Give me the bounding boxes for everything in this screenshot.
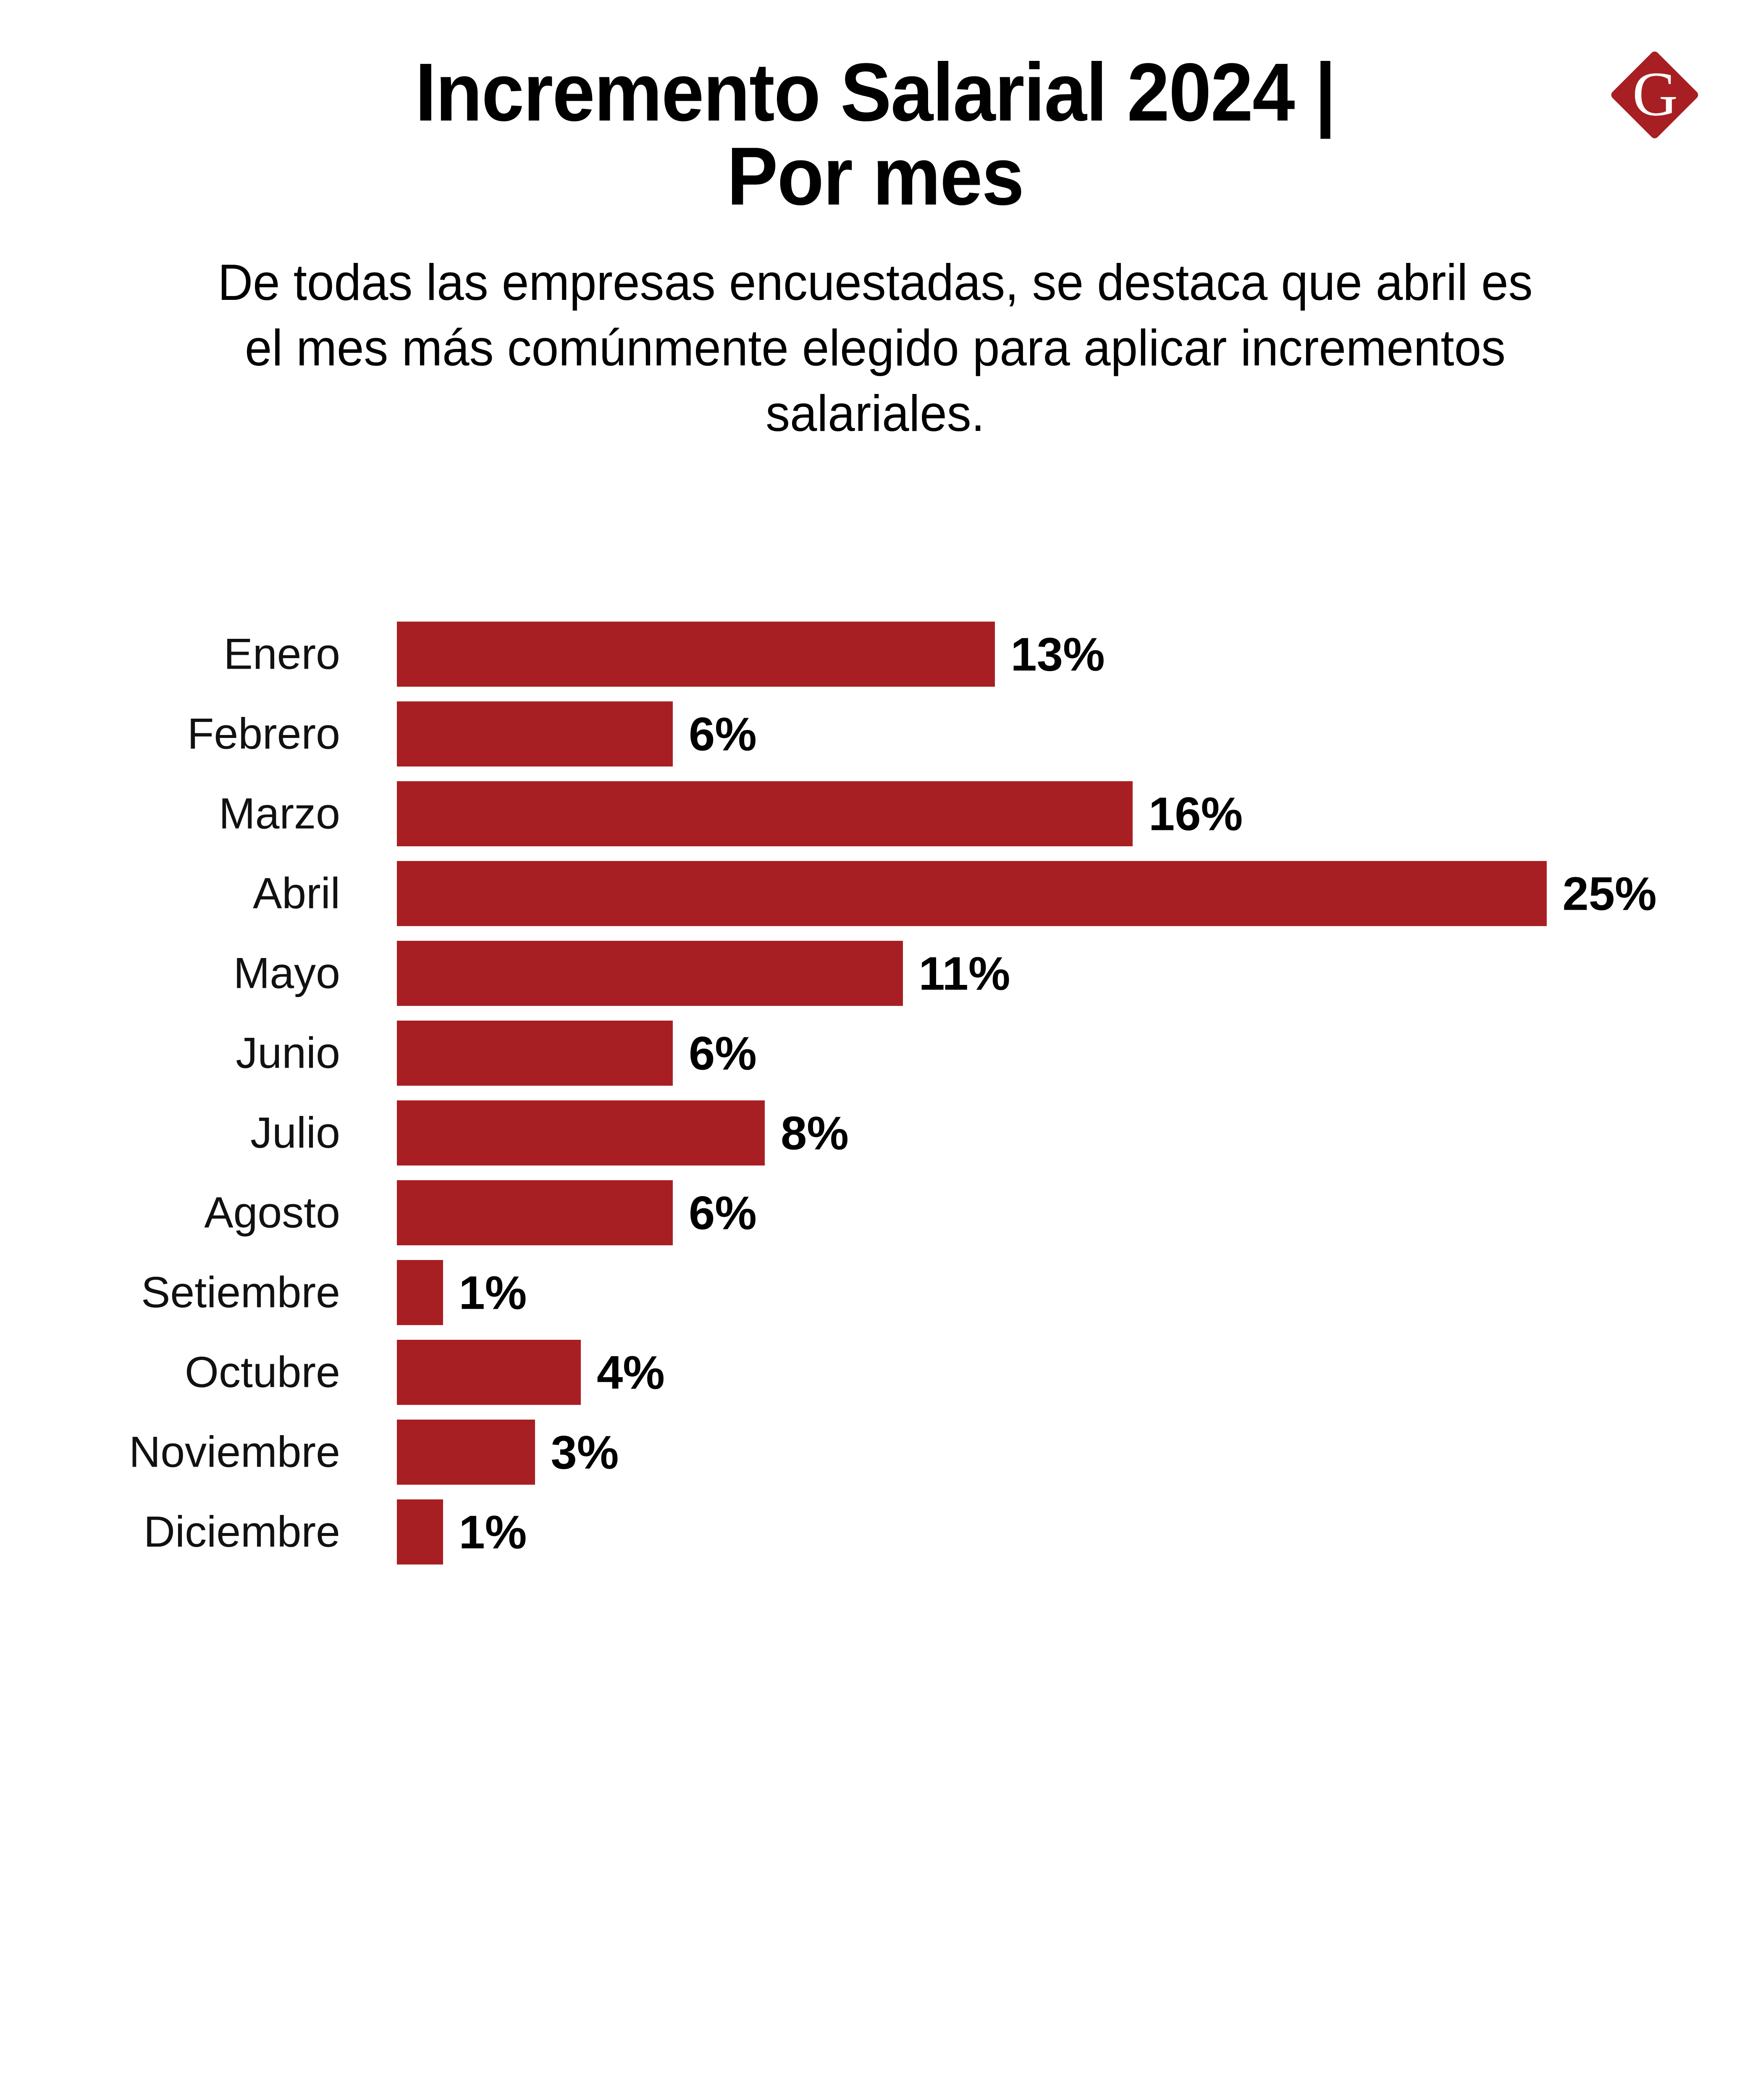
bar-track: 13%	[397, 622, 1105, 687]
bar-track: 8%	[397, 1100, 849, 1166]
bar-chart: Enero 13% Febrero 6% Marzo 16% Abril 25% Mayo 11%…	[0, 622, 1750, 2092]
page-title: Incremento Salarial 2024 | Por mes	[180, 50, 1570, 218]
bar-row: Agosto 6%	[0, 1180, 1750, 1245]
bar-row: Mayo 11%	[0, 941, 1750, 1006]
bar-category-label: Abril	[252, 869, 340, 918]
bar-row: Setiembre 1%	[0, 1260, 1750, 1325]
bar-row: Febrero 6%	[0, 701, 1750, 766]
bar-fill	[397, 1021, 673, 1086]
title-block: Incremento Salarial 2024 | Por mes De to…	[128, 50, 1623, 446]
bar-category-label: Agosto	[204, 1188, 340, 1237]
chart-subtitle: De todas las empresas encuestadas, se de…	[217, 253, 1533, 442]
bar-track: 6%	[397, 1180, 757, 1245]
bar-category-label: Junio	[236, 1029, 340, 1077]
bar-row: Marzo 16%	[0, 781, 1750, 846]
bar-row: Abril 25%	[0, 861, 1750, 926]
bar-fill	[397, 1499, 443, 1564]
bar-track: 16%	[397, 781, 1243, 846]
bar-row: Enero 13%	[0, 622, 1750, 687]
bar-category-label: Noviembre	[129, 1428, 340, 1476]
bar-category-label: Mayo	[233, 949, 340, 998]
bar-fill	[397, 1340, 581, 1405]
bar-fill	[397, 861, 1547, 926]
bar-track: 11%	[397, 941, 1010, 1006]
bar-fill	[397, 781, 1133, 846]
bar-value-label: 13%	[1010, 628, 1105, 680]
bar-row: Junio 6%	[0, 1021, 1750, 1086]
bar-row: Octubre 4%	[0, 1340, 1750, 1405]
bar-value-label: 1%	[459, 1266, 527, 1319]
bar-fill	[397, 1260, 443, 1325]
bar-track: 1%	[397, 1499, 527, 1564]
bar-category-label: Octubre	[185, 1348, 340, 1396]
bar-value-label: 6%	[689, 708, 757, 760]
bar-fill	[397, 622, 995, 687]
bar-row: Julio 8%	[0, 1100, 1750, 1166]
bar-category-label: Julio	[250, 1108, 340, 1157]
bar-track: 25%	[397, 861, 1657, 926]
chart-header: Incremento Salarial 2024 | Por mes De to…	[0, 0, 1750, 446]
bar-row: Noviembre 3%	[0, 1420, 1750, 1485]
bar-fill	[397, 1100, 765, 1166]
bar-fill	[397, 701, 673, 766]
bar-track: 3%	[397, 1420, 619, 1485]
bar-value-label: 6%	[689, 1027, 757, 1079]
bar-value-label: 16%	[1149, 788, 1243, 840]
bar-category-label: Diciembre	[143, 1507, 340, 1556]
page-title-line-1: Incremento Salarial 2024 |	[415, 46, 1336, 138]
bar-track: 4%	[397, 1340, 665, 1405]
logo-letter: G	[1632, 59, 1678, 129]
bar-category-label: Marzo	[219, 789, 340, 838]
bar-value-label: 3%	[551, 1426, 619, 1478]
bar-value-label: 25%	[1562, 867, 1657, 920]
bar-value-label: 8%	[781, 1107, 849, 1159]
gestion-logo-icon: G	[1609, 50, 1700, 140]
bar-row: Diciembre 1%	[0, 1499, 1750, 1564]
page-title-line-2: Por mes	[727, 130, 1024, 222]
bar-value-label: 6%	[689, 1186, 757, 1239]
bar-track: 1%	[397, 1260, 527, 1325]
bar-value-label: 4%	[597, 1346, 665, 1399]
bar-value-label: 11%	[918, 947, 1010, 1000]
bar-value-label: 1%	[459, 1506, 527, 1558]
bar-category-label: Febrero	[187, 709, 340, 758]
bar-category-label: Setiembre	[141, 1268, 340, 1317]
bar-track: 6%	[397, 701, 757, 766]
bar-fill	[397, 1180, 673, 1245]
bar-fill	[397, 1420, 535, 1485]
bar-track: 6%	[397, 1021, 757, 1086]
bar-fill	[397, 941, 903, 1006]
bar-category-label: Enero	[223, 630, 340, 678]
